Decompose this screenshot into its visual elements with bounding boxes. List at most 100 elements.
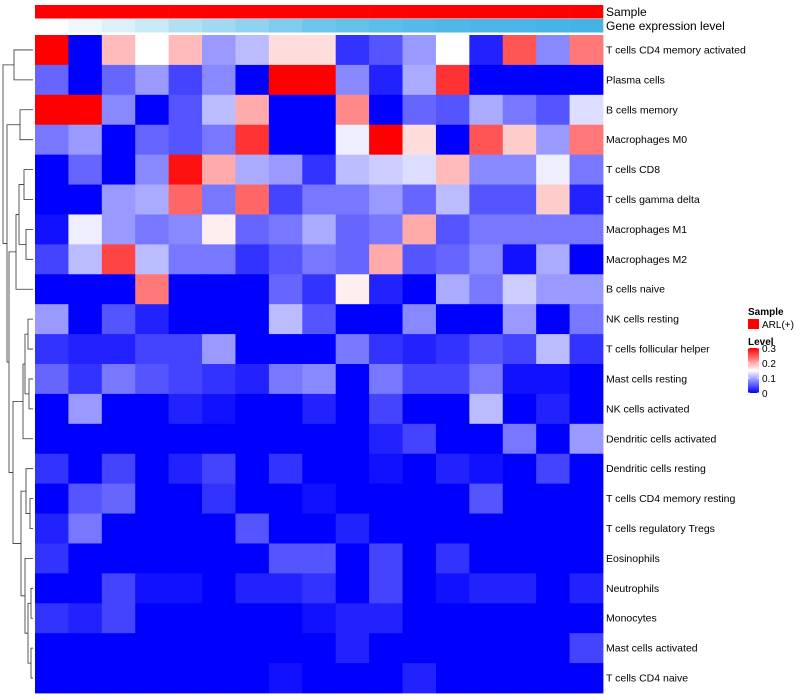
heatmap-cell [35,543,69,574]
heatmap-cell [435,334,470,365]
heatmap-cell [268,64,303,96]
heatmap-cell [435,513,470,544]
heatmap-cell [268,154,303,185]
heatmap-cell [101,274,136,305]
legend-tick-label: 0.1 [762,374,776,385]
heatmap-cell [135,244,170,275]
heatmap-cell [302,244,337,275]
heatmap-cell [402,513,437,544]
heatmap-cell [502,35,537,66]
expression-level-annotation-cell [135,19,169,33]
legend-tick-label: 0 [762,389,768,400]
heatmap-cell [268,244,303,275]
heatmap-cell [101,364,136,395]
heatmap-cell [502,64,537,96]
dendrogram-branch [25,229,33,260]
row-label: Dendritic cells resting [606,463,706,475]
heatmap-cell [335,393,370,425]
heatmap-cell [369,573,403,604]
row-label: T cells follicular helper [606,344,710,356]
heatmap-cell [335,35,370,66]
heatmap-cell [402,35,437,66]
heatmap-cell [202,453,236,485]
heatmap-cell [202,124,236,156]
heatmap-cell [202,483,236,514]
heatmap-cell [168,513,203,544]
heatmap-cell [302,603,337,634]
dendrogram-branch [30,647,33,679]
heatmap-cell [268,304,303,335]
heatmap-cell [335,64,370,96]
heatmap-cell [235,244,270,275]
sample-annotation-cell [536,5,570,19]
heatmap-cell [168,214,203,245]
heatmap-cell [35,35,69,66]
sample-annotation-cell [68,5,103,19]
heatmap-cell [135,304,170,335]
heatmap-cell [402,603,437,634]
heatmap-cell [469,663,504,694]
legend-sample-label: ARL(+) [762,320,794,331]
heatmap-cell [268,423,303,455]
heatmap-cell [335,364,370,395]
heatmap-cell [168,244,203,275]
row-label: T cells CD4 naive [606,673,688,685]
sample-annotation-cell [402,5,437,19]
heatmap-cell [168,94,203,126]
heatmap-cell [135,483,170,514]
heatmap-cell [469,244,504,275]
heatmap-cell [235,214,270,245]
row-label: Monocytes [606,613,657,625]
heatmap-cell [302,393,337,425]
heatmap-cell [235,423,270,455]
heatmap-cell [369,334,403,365]
heatmap-cell [35,334,69,365]
sample-annotation-cell [502,5,537,19]
heatmap-cell [302,94,337,126]
heatmap-cell [536,573,570,604]
heatmap-cell [335,633,370,664]
heatmap-cell [268,334,303,365]
heatmap-cell [235,573,270,604]
heatmap-cell [235,35,270,66]
row-label: Macrophages M0 [606,134,687,146]
dendrogram-branch [27,318,33,350]
heatmap-cell [435,663,470,694]
heatmap-cell [202,214,236,245]
heatmap-cell [469,423,504,455]
heatmap-cell [469,94,504,126]
heatmap-cell [469,393,504,425]
heatmap-cell [369,513,403,544]
expression-level-annotation-cell [536,19,570,33]
row-label: T cells gamma delta [606,194,700,206]
sample-annotation-cell [435,5,470,19]
heatmap-cell [402,274,437,305]
heatmap-cell [435,304,470,335]
heatmap-cell [268,483,303,514]
heatmap-cell [135,364,170,395]
heatmap-cell [35,244,69,275]
heatmap-cell [469,214,504,245]
heatmap-cell [35,304,69,335]
heatmap-cell [68,154,103,185]
heatmap-cell [536,423,570,455]
heatmap-cell [536,154,570,185]
heatmap-cell [168,453,203,485]
row-labels: T cells CD4 memory activated Plasma cells… [606,44,746,684]
heatmap-cell [168,154,203,185]
heatmap-cell [435,423,470,455]
row-dendrogram [2,49,33,679]
heatmap-cell [101,64,136,96]
annotation-label: Gene expression level [606,19,725,33]
heatmap-cell [402,364,437,395]
heatmap-cell [402,244,437,275]
heatmap-cell [168,364,203,395]
heatmap-cell [235,304,270,335]
legend-level-title: Level [748,337,774,348]
heatmap-cell [569,663,604,694]
row-label: T cells CD4 memory activated [606,44,746,56]
heatmap-cell [536,334,570,365]
heatmap-cell [68,423,103,455]
